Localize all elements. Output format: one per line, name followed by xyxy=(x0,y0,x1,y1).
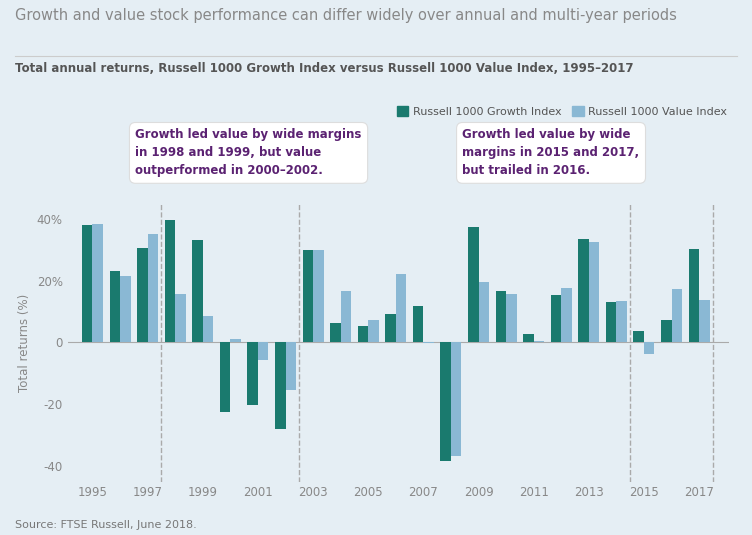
Bar xyxy=(644,342,654,354)
Bar xyxy=(689,249,699,342)
Bar xyxy=(534,341,544,342)
Bar xyxy=(661,320,672,342)
Bar xyxy=(330,323,341,342)
Bar xyxy=(110,271,120,342)
Bar xyxy=(633,331,644,342)
Bar xyxy=(451,342,462,456)
Bar xyxy=(275,342,286,429)
Bar xyxy=(247,342,258,406)
Bar xyxy=(82,225,92,342)
Bar xyxy=(441,342,451,461)
Text: Growth led value by wide
margins in 2015 and 2017,
but trailed in 2016.: Growth led value by wide margins in 2015… xyxy=(462,128,640,178)
Bar xyxy=(699,300,710,342)
Bar xyxy=(561,288,572,342)
Bar xyxy=(385,314,396,342)
Bar xyxy=(672,289,682,342)
Bar xyxy=(258,342,268,360)
Bar xyxy=(523,334,534,342)
Bar xyxy=(617,301,627,342)
Y-axis label: Total returns (%): Total returns (%) xyxy=(18,293,32,392)
Bar xyxy=(358,326,368,342)
Bar xyxy=(230,339,241,342)
Bar xyxy=(193,240,203,342)
Bar xyxy=(203,316,214,342)
Bar xyxy=(589,242,599,342)
Bar xyxy=(423,342,434,343)
Bar xyxy=(220,342,230,411)
Bar xyxy=(92,224,103,342)
Bar xyxy=(606,302,617,342)
Bar xyxy=(496,291,506,342)
Bar xyxy=(175,294,186,342)
Bar xyxy=(506,294,517,342)
Bar xyxy=(137,248,147,342)
Bar xyxy=(578,239,589,342)
Legend: Russell 1000 Growth Index, Russell 1000 Value Index: Russell 1000 Growth Index, Russell 1000 … xyxy=(393,102,732,121)
Bar xyxy=(468,227,478,342)
Bar xyxy=(313,250,323,342)
Bar xyxy=(413,306,423,342)
Text: Source: FTSE Russell, June 2018.: Source: FTSE Russell, June 2018. xyxy=(15,519,197,530)
Bar xyxy=(550,295,561,342)
Bar xyxy=(302,250,313,342)
Bar xyxy=(286,342,296,391)
Text: Growth led value by wide margins
in 1998 and 1999, but value
outperformed in 200: Growth led value by wide margins in 1998… xyxy=(135,128,362,178)
Text: Total annual returns, Russell 1000 Growth Index versus Russell 1000 Value Index,: Total annual returns, Russell 1000 Growt… xyxy=(15,62,633,74)
Text: Growth and value stock performance can differ widely over annual and multi-year : Growth and value stock performance can d… xyxy=(15,8,677,23)
Bar xyxy=(165,220,175,342)
Bar xyxy=(147,234,158,342)
Bar xyxy=(396,274,406,342)
Bar xyxy=(368,320,379,342)
Bar xyxy=(341,292,351,342)
Bar xyxy=(478,281,489,342)
Bar xyxy=(120,276,131,342)
